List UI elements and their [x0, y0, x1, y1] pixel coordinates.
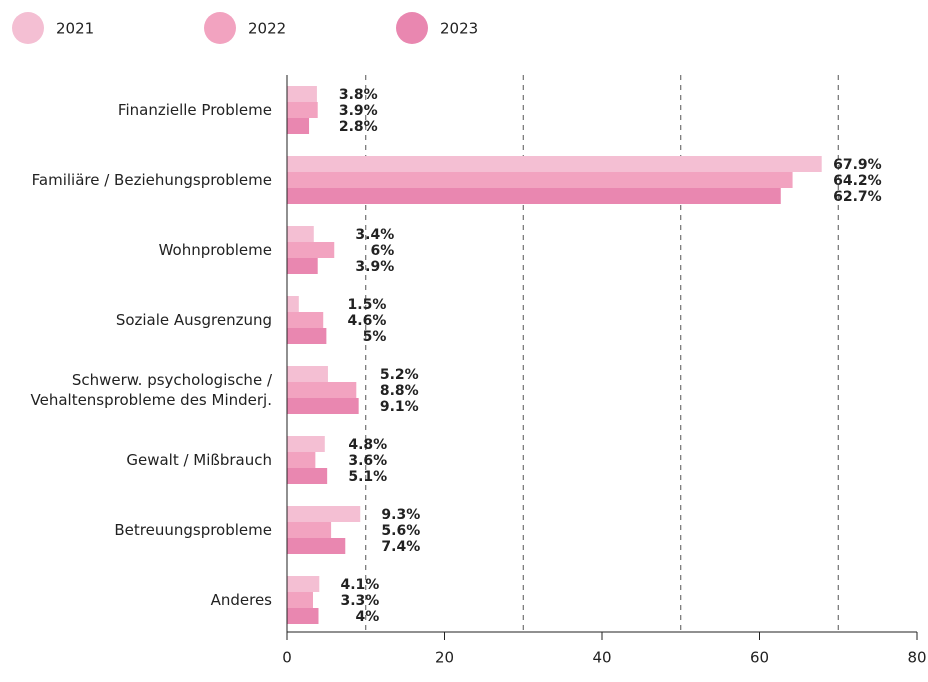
- category-label: Finanzielle Probleme: [118, 101, 272, 119]
- bar: [287, 506, 361, 522]
- x-tick-label: 60: [750, 649, 769, 667]
- bar: [287, 436, 325, 452]
- bar: [287, 398, 359, 414]
- bar: [287, 468, 328, 484]
- value-label: 5.1%: [348, 469, 387, 485]
- legend-label: 2023: [440, 20, 478, 38]
- bar: [287, 366, 328, 382]
- category-label: Betreuungsprobleme: [114, 521, 272, 539]
- value-label: 62.7%: [833, 189, 882, 205]
- category-label: Anderes: [211, 591, 273, 609]
- value-label: 5%: [363, 329, 387, 345]
- bar: [287, 312, 324, 328]
- category-label: Familiäre / Beziehungsprobleme: [32, 171, 272, 189]
- bar: [287, 328, 327, 344]
- category-label: Wohnprobleme: [159, 241, 272, 259]
- value-label: 3.9%: [339, 103, 378, 119]
- bar: [287, 592, 313, 608]
- value-label: 8.8%: [380, 383, 419, 399]
- bar: [287, 156, 822, 172]
- value-label: 3.6%: [348, 453, 387, 469]
- value-label: 7.4%: [381, 539, 420, 555]
- bar: [287, 86, 317, 102]
- bar: [287, 538, 346, 554]
- value-label: 2.8%: [339, 119, 378, 135]
- legend-swatch: [396, 12, 428, 44]
- value-label: 5.6%: [381, 523, 420, 539]
- value-label: 3.4%: [355, 227, 394, 243]
- bar: [287, 172, 793, 188]
- value-label: 3.3%: [340, 593, 379, 609]
- legend-swatch: [204, 12, 236, 44]
- bar: [287, 608, 319, 624]
- value-label: 4.8%: [348, 437, 387, 453]
- value-label: 3.8%: [339, 87, 378, 103]
- legend-label: 2022: [248, 20, 286, 38]
- category-label: Soziale Ausgrenzung: [116, 311, 272, 329]
- x-tick-label: 0: [282, 649, 292, 667]
- legend-swatch: [12, 12, 44, 44]
- value-label: 3.9%: [355, 259, 394, 275]
- value-label: 9.3%: [381, 507, 420, 523]
- category-label: Schwerw. psychologische / Vehaltensproble…: [31, 371, 273, 409]
- value-label: 4.6%: [348, 313, 387, 329]
- value-label: 4.1%: [340, 577, 379, 593]
- legend-label: 2021: [56, 20, 94, 38]
- bar: [287, 118, 310, 134]
- x-tick-label: 20: [435, 649, 454, 667]
- category-label: Gewalt / Mißbrauch: [126, 451, 272, 469]
- bar: [287, 576, 320, 592]
- value-label: 1.5%: [348, 297, 387, 313]
- value-label: 67.9%: [833, 157, 882, 173]
- value-label: 6%: [370, 243, 394, 259]
- value-label: 4%: [356, 609, 380, 625]
- value-label: 64.2%: [833, 173, 882, 189]
- bar: [287, 258, 318, 274]
- bar: [287, 188, 781, 204]
- bar: [287, 296, 299, 312]
- bar: [287, 102, 318, 118]
- x-tick-label: 40: [592, 649, 611, 667]
- value-label: 9.1%: [380, 399, 419, 415]
- bar: [287, 382, 357, 398]
- bar: [287, 452, 316, 468]
- bar: [287, 226, 314, 242]
- bar: [287, 522, 332, 538]
- bar: [287, 242, 335, 258]
- x-tick-label: 80: [907, 649, 926, 667]
- value-label: 5.2%: [380, 367, 419, 383]
